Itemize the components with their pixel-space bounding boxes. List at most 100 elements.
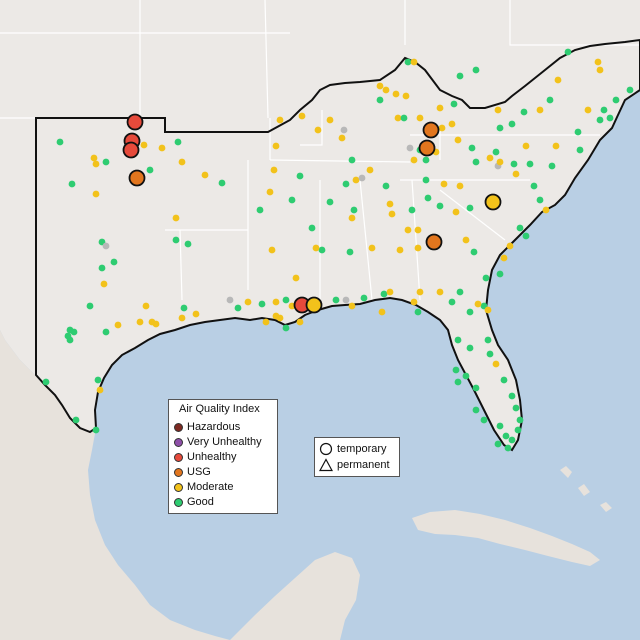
monitor-marker[interactable] — [496, 158, 504, 166]
monitor-marker[interactable] — [500, 254, 508, 262]
monitor-marker[interactable] — [484, 306, 492, 314]
monitor-marker[interactable] — [201, 171, 209, 179]
monitor-marker[interactable] — [496, 422, 504, 430]
monitor-marker[interactable] — [66, 336, 74, 344]
monitor-marker[interactable] — [102, 242, 110, 250]
monitor-marker[interactable] — [312, 244, 320, 252]
monitor-marker[interactable] — [146, 166, 154, 174]
monitor-marker[interactable] — [348, 214, 356, 222]
monitor-marker[interactable] — [358, 174, 366, 182]
monitor-marker[interactable] — [410, 298, 418, 306]
monitor-marker[interactable] — [492, 360, 500, 368]
monitor-marker[interactable] — [94, 376, 102, 384]
monitor-marker[interactable] — [342, 296, 350, 304]
monitor-marker[interactable] — [452, 208, 460, 216]
monitor-marker[interactable] — [482, 274, 490, 282]
monitor-marker[interactable] — [546, 96, 554, 104]
monitor-marker[interactable] — [180, 304, 188, 312]
monitor-marker[interactable] — [522, 142, 530, 150]
monitor-marker[interactable] — [456, 72, 464, 80]
monitor-marker[interactable] — [480, 416, 488, 424]
monitor-marker[interactable] — [376, 82, 384, 90]
monitor-marker[interactable] — [462, 236, 470, 244]
monitor-marker[interactable] — [218, 179, 226, 187]
monitor-marker[interactable] — [516, 224, 524, 232]
monitor-marker-temporary[interactable] — [128, 169, 146, 187]
monitor-marker[interactable] — [92, 190, 100, 198]
monitor-marker[interactable] — [510, 160, 518, 168]
monitor-marker[interactable] — [472, 384, 480, 392]
monitor-marker[interactable] — [42, 378, 50, 386]
monitor-marker[interactable] — [292, 274, 300, 282]
monitor-marker-temporary[interactable] — [422, 121, 440, 139]
monitor-marker[interactable] — [332, 296, 340, 304]
monitor-marker[interactable] — [56, 138, 64, 146]
monitor-marker[interactable] — [110, 258, 118, 266]
monitor-marker-temporary[interactable] — [305, 296, 323, 314]
monitor-marker[interactable] — [340, 126, 348, 134]
monitor-marker[interactable] — [530, 182, 538, 190]
monitor-marker[interactable] — [386, 200, 394, 208]
monitor-marker[interactable] — [496, 270, 504, 278]
monitor-marker[interactable] — [466, 204, 474, 212]
monitor-marker[interactable] — [584, 106, 592, 114]
monitor-marker[interactable] — [594, 58, 602, 66]
monitor-marker[interactable] — [396, 246, 404, 254]
monitor-marker[interactable] — [436, 104, 444, 112]
monitor-marker[interactable] — [136, 318, 144, 326]
monitor-marker[interactable] — [114, 321, 122, 329]
monitor-marker[interactable] — [272, 142, 280, 150]
monitor-marker[interactable] — [626, 86, 634, 94]
monitor-marker[interactable] — [158, 144, 166, 152]
monitor-marker[interactable] — [416, 114, 424, 122]
monitor-marker[interactable] — [258, 300, 266, 308]
monitor-marker[interactable] — [98, 264, 106, 272]
monitor-marker[interactable] — [256, 206, 264, 214]
monitor-marker[interactable] — [350, 206, 358, 214]
monitor-marker[interactable] — [348, 156, 356, 164]
monitor-marker[interactable] — [90, 154, 98, 162]
monitor-marker[interactable] — [268, 246, 276, 254]
monitor-marker[interactable] — [414, 308, 422, 316]
monitor-marker[interactable] — [522, 232, 530, 240]
monitor-marker[interactable] — [472, 158, 480, 166]
monitor-marker[interactable] — [178, 314, 186, 322]
monitor-marker[interactable] — [318, 246, 326, 254]
monitor-marker[interactable] — [152, 320, 160, 328]
monitor-marker[interactable] — [270, 166, 278, 174]
monitor-marker[interactable] — [454, 336, 462, 344]
monitor-marker[interactable] — [452, 366, 460, 374]
monitor-marker[interactable] — [282, 324, 290, 332]
monitor-marker[interactable] — [342, 180, 350, 188]
monitor-marker[interactable] — [410, 58, 418, 66]
monitor-marker[interactable] — [472, 66, 480, 74]
monitor-marker[interactable] — [86, 302, 94, 310]
monitor-marker[interactable] — [462, 372, 470, 380]
monitor-marker[interactable] — [576, 146, 584, 154]
monitor-marker[interactable] — [456, 288, 464, 296]
monitor-marker[interactable] — [600, 106, 608, 114]
monitor-marker[interactable] — [244, 298, 252, 306]
monitor-marker[interactable] — [486, 350, 494, 358]
monitor-marker[interactable] — [360, 294, 368, 302]
monitor-marker[interactable] — [502, 432, 510, 440]
monitor-marker[interactable] — [382, 86, 390, 94]
monitor-marker[interactable] — [596, 116, 604, 124]
monitor-marker[interactable] — [92, 160, 100, 168]
monitor-marker[interactable] — [394, 114, 402, 122]
monitor-marker[interactable] — [440, 180, 448, 188]
monitor-marker[interactable] — [496, 124, 504, 132]
monitor-marker[interactable] — [178, 158, 186, 166]
monitor-marker[interactable] — [174, 138, 182, 146]
monitor-marker[interactable] — [402, 92, 410, 100]
monitor-marker[interactable] — [520, 108, 528, 116]
monitor-marker[interactable] — [500, 376, 508, 384]
monitor-marker[interactable] — [484, 336, 492, 344]
monitor-marker[interactable] — [422, 156, 430, 164]
monitor-marker[interactable] — [416, 288, 424, 296]
monitor-marker[interactable] — [512, 404, 520, 412]
monitor-marker[interactable] — [68, 180, 76, 188]
monitor-marker[interactable] — [308, 224, 316, 232]
monitor-marker[interactable] — [288, 196, 296, 204]
monitor-marker[interactable] — [172, 236, 180, 244]
